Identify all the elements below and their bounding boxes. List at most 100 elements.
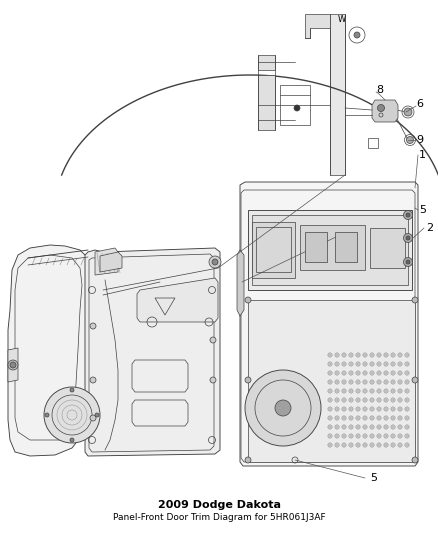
Circle shape [391, 371, 395, 375]
Polygon shape [100, 252, 122, 272]
Circle shape [210, 337, 216, 343]
Polygon shape [258, 55, 275, 70]
Circle shape [342, 407, 346, 411]
Polygon shape [85, 248, 220, 456]
Circle shape [335, 362, 339, 366]
Circle shape [377, 425, 381, 429]
Polygon shape [137, 278, 218, 322]
Text: 8: 8 [376, 85, 383, 95]
Circle shape [210, 377, 216, 383]
Circle shape [45, 413, 49, 417]
Circle shape [406, 236, 410, 240]
Circle shape [328, 389, 332, 393]
Text: 5: 5 [370, 473, 377, 483]
Circle shape [356, 371, 360, 375]
Circle shape [384, 380, 388, 384]
Text: 9: 9 [416, 135, 423, 145]
Circle shape [335, 407, 339, 411]
Circle shape [335, 398, 339, 402]
Circle shape [405, 416, 409, 420]
Text: 1: 1 [419, 150, 426, 160]
Text: 2: 2 [426, 223, 433, 233]
Circle shape [377, 362, 381, 366]
Circle shape [342, 434, 346, 438]
Circle shape [356, 398, 360, 402]
Circle shape [363, 425, 367, 429]
Circle shape [356, 380, 360, 384]
Circle shape [384, 434, 388, 438]
Polygon shape [252, 222, 295, 278]
Circle shape [391, 425, 395, 429]
Circle shape [335, 443, 339, 447]
Circle shape [363, 398, 367, 402]
Polygon shape [8, 348, 18, 382]
Circle shape [363, 353, 367, 357]
Polygon shape [330, 14, 345, 175]
Circle shape [70, 388, 74, 392]
Circle shape [349, 398, 353, 402]
Circle shape [384, 398, 388, 402]
Circle shape [95, 413, 99, 417]
Circle shape [356, 353, 360, 357]
Circle shape [391, 434, 395, 438]
Circle shape [356, 389, 360, 393]
Polygon shape [300, 225, 365, 270]
Circle shape [328, 416, 332, 420]
Circle shape [391, 380, 395, 384]
Polygon shape [240, 182, 418, 466]
Circle shape [412, 377, 418, 383]
Circle shape [342, 389, 346, 393]
Circle shape [377, 434, 381, 438]
Polygon shape [248, 210, 412, 290]
Circle shape [328, 407, 332, 411]
Circle shape [370, 416, 374, 420]
Circle shape [363, 416, 367, 420]
Circle shape [412, 297, 418, 303]
Circle shape [391, 398, 395, 402]
Circle shape [391, 362, 395, 366]
Circle shape [349, 443, 353, 447]
Circle shape [384, 416, 388, 420]
Circle shape [8, 360, 18, 370]
Circle shape [342, 416, 346, 420]
Polygon shape [305, 232, 327, 262]
Circle shape [335, 353, 339, 357]
Circle shape [356, 434, 360, 438]
Circle shape [328, 443, 332, 447]
Circle shape [363, 434, 367, 438]
Circle shape [335, 389, 339, 393]
Polygon shape [248, 10, 432, 235]
Circle shape [398, 371, 402, 375]
Circle shape [328, 371, 332, 375]
Circle shape [406, 213, 410, 217]
Circle shape [391, 443, 395, 447]
Circle shape [405, 380, 409, 384]
Circle shape [398, 416, 402, 420]
Circle shape [335, 425, 339, 429]
Text: W: W [338, 15, 346, 25]
Circle shape [356, 407, 360, 411]
Circle shape [209, 256, 221, 268]
Circle shape [370, 398, 374, 402]
Circle shape [405, 398, 409, 402]
Circle shape [370, 425, 374, 429]
Polygon shape [335, 232, 357, 262]
Circle shape [342, 362, 346, 366]
Circle shape [377, 380, 381, 384]
Circle shape [245, 457, 251, 463]
Circle shape [398, 398, 402, 402]
Circle shape [342, 380, 346, 384]
Circle shape [245, 377, 251, 383]
Circle shape [335, 434, 339, 438]
Circle shape [245, 370, 321, 446]
Circle shape [377, 416, 381, 420]
Circle shape [405, 443, 409, 447]
Circle shape [342, 353, 346, 357]
Circle shape [398, 362, 402, 366]
Circle shape [398, 389, 402, 393]
Circle shape [391, 407, 395, 411]
Circle shape [245, 297, 251, 303]
Circle shape [377, 389, 381, 393]
Circle shape [406, 260, 410, 264]
Circle shape [378, 104, 385, 111]
